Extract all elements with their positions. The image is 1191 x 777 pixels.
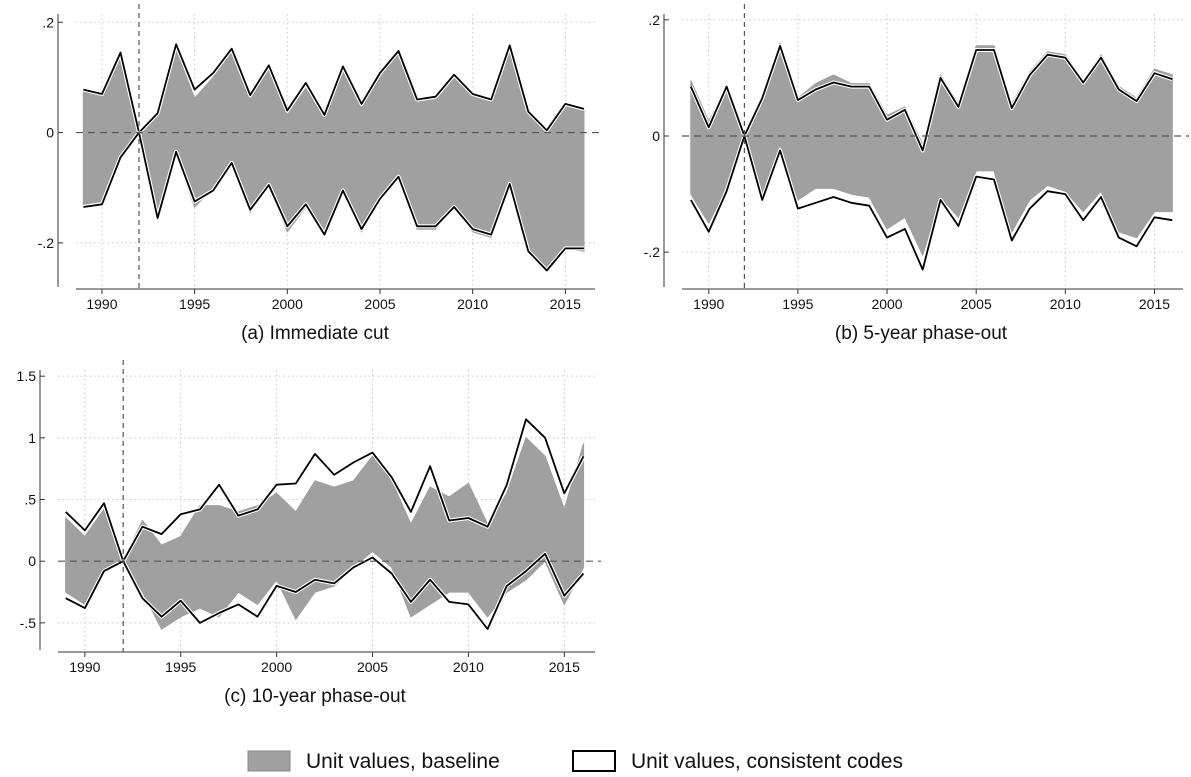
legend-swatch-consistent-codes [572,750,616,772]
x-tick-label: 1995 [782,296,813,312]
x-tick-label: 2010 [1050,296,1081,312]
x-tick-label: 2010 [453,659,484,675]
x-tick-label: 2015 [549,659,580,675]
y-tick-label: 1 [28,430,36,446]
y-tick-label: 1.5 [17,368,37,384]
x-tick-label: 2000 [272,296,303,312]
legend-item-consistent-codes: Unit values, consistent codes [572,750,903,773]
consistent-lower-line [65,552,585,630]
consistent-upper-line [690,45,1173,152]
legend-item-baseline: Unit values, baseline [247,750,500,773]
y-tick-label: .5 [24,492,36,508]
y-tick-label: -.5 [20,615,37,631]
consistent-upper-line [83,43,585,134]
x-tick-label: 2015 [550,296,581,312]
legend-label-baseline: Unit values, baseline [306,750,500,773]
legend: Unit values, baseline Unit values, consi… [247,750,903,773]
consistent-lower-line [690,135,1173,271]
y-tick-label: -.2 [38,235,55,251]
y-tick-label: 0 [46,125,54,141]
x-tick-label: 2010 [457,296,488,312]
caption-5-year-phase-out: (b) 5-year phase-out [835,323,1008,344]
x-tick-label: 1990 [69,659,100,675]
panel-10-year-phase-out: 1990 1995 2000 2005 2010 2015 -.5 0 .5 1 1.5 (c) 1… [17,360,601,707]
panel-immediate-cut: 1990 1995 2000 2005 2010 2015 -.2 0 .2 (a) Immed… [38,4,601,344]
x-tick-label: 1990 [693,296,724,312]
y-tick-label: 0 [652,128,660,144]
consistent-lower-line [83,131,584,272]
x-tick-label: 2005 [961,296,992,312]
y-tick-label: 0 [28,553,36,569]
baseline-band [82,46,585,269]
x-tick-label: 2000 [871,296,902,312]
x-tick-label: 1995 [179,296,210,312]
legend-label-consistent-codes: Unit values, consistent codes [631,750,903,773]
consistent-upper-line [65,418,585,563]
y-tick-label: .2 [648,12,660,28]
caption-10-year-phase-out: (c) 10-year phase-out [224,686,406,707]
baseline-band [690,42,1173,256]
x-tick-label: 2005 [357,659,388,675]
x-tick-label: 2015 [1139,296,1170,312]
y-tick-label: .2 [42,14,54,30]
y-tick-label: -.2 [644,244,661,260]
x-tick-label: 2005 [364,296,395,312]
legend-swatch-baseline [247,750,291,772]
x-tick-label: 1995 [165,659,196,675]
panel-5-year-phase-out: 1990 1995 2000 2005 2010 2015 -.2 0 .2 (b) 5-yea… [644,4,1189,344]
caption-immediate-cut: (a) Immediate cut [241,323,390,344]
x-tick-label: 1990 [86,296,117,312]
x-tick-label: 2000 [261,659,292,675]
